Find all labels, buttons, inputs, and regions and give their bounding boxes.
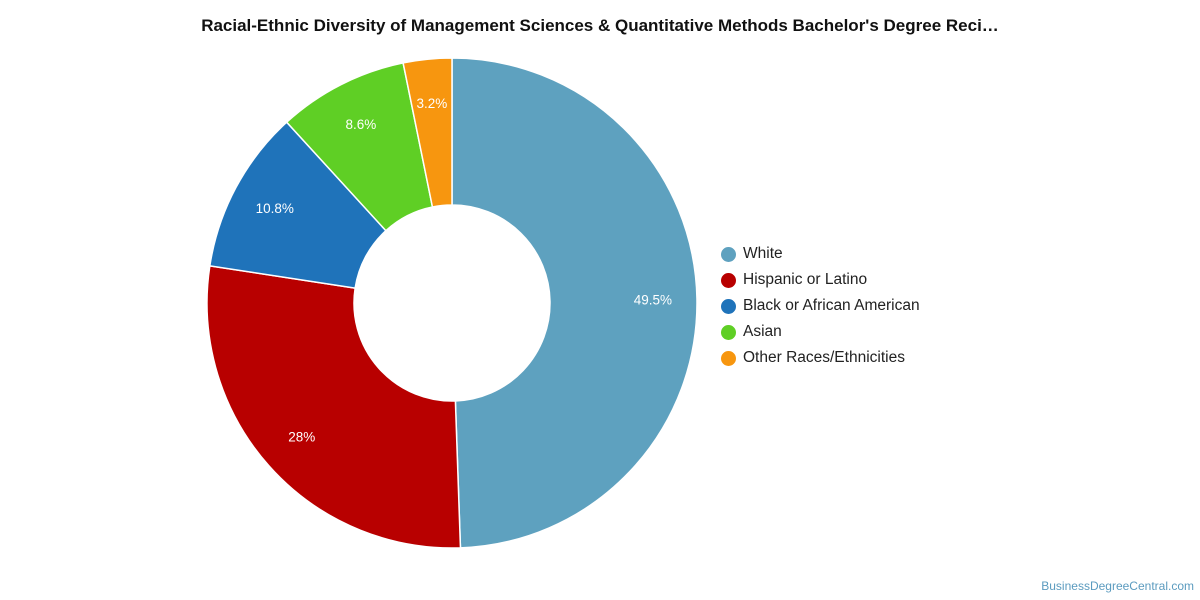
- legend-swatch-black-or-african-american: [721, 298, 736, 314]
- legend-item-white[interactable]: White: [721, 241, 920, 267]
- legend-item-black-or-african-american[interactable]: Black or African American: [721, 293, 920, 319]
- legend-swatch-hispanic-or-latino: [721, 272, 736, 288]
- legend-label: Black or African American: [743, 297, 920, 314]
- legend-swatch-asian: [721, 324, 736, 340]
- legend-label: Asian: [743, 323, 782, 340]
- slice-label-other-races-ethnicities: 3.2%: [417, 96, 448, 111]
- legend-label: White: [743, 245, 783, 262]
- legend-item-asian[interactable]: Asian: [721, 319, 920, 345]
- legend-swatch-other-races-ethnicities: [721, 350, 736, 366]
- legend-label: Other Races/Ethnicities: [743, 349, 905, 366]
- slice-label-white: 49.5%: [634, 293, 672, 308]
- chart-legend: White Hispanic or Latino Black or African …: [721, 241, 920, 371]
- slice-label-black-or-african-american: 10.8%: [256, 201, 294, 216]
- slice-other-races-ethnicities[interactable]: [402, 57, 453, 208]
- legend-item-other-races-ethnicities[interactable]: Other Races/Ethnicities: [721, 345, 920, 371]
- legend-item-hispanic-or-latino[interactable]: Hispanic or Latino: [721, 267, 920, 293]
- chart-title: Racial-Ethnic Diversity of Management Sc…: [201, 16, 999, 35]
- slice-hispanic-or-latino[interactable]: [206, 264, 462, 549]
- slice-white[interactable]: [451, 57, 698, 549]
- slice-label-hispanic-or-latino: 28%: [288, 430, 315, 445]
- legend-swatch-white: [721, 246, 736, 262]
- legend-label: Hispanic or Latino: [743, 271, 868, 288]
- source-credit: BusinessDegreeCentral.com: [1041, 579, 1194, 593]
- slice-label-asian: 8.6%: [346, 117, 377, 132]
